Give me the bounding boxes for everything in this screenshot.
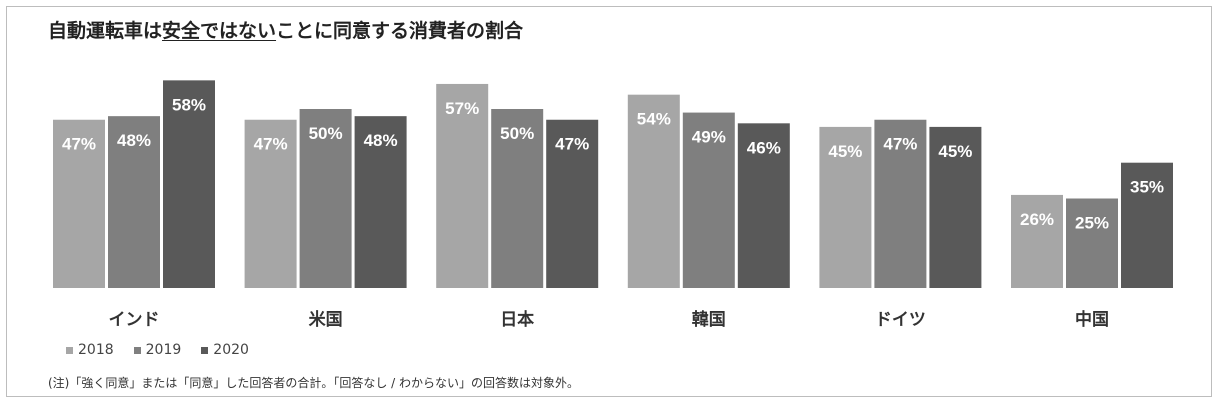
data-label-0-2020: 58% <box>172 95 206 114</box>
bar-5-2018 <box>1011 194 1063 288</box>
data-label-5-2018: 26% <box>1020 210 1054 229</box>
data-label-3-2019: 49% <box>692 128 726 147</box>
data-label-5-2019: 25% <box>1075 214 1109 233</box>
legend-swatch-2019 <box>133 346 141 354</box>
title-part-3: ことに同意する消費者の割合 <box>276 20 524 42</box>
legend-swatch-2018 <box>66 346 73 354</box>
category-label-1: 米国 <box>309 309 343 330</box>
data-label-2-2019: 50% <box>500 124 534 143</box>
data-label-0-2018: 47% <box>62 135 96 154</box>
data-label-4-2020: 45% <box>938 142 972 161</box>
legend-item-2019: 2019 <box>133 342 182 358</box>
bar-chart: 47% 48% 58% インド 47% 50% 48% 米国 57% 50% 47% 日本 54% 49%… <box>53 80 1173 330</box>
category-label-0: インド <box>109 310 160 330</box>
bar-1-2018 <box>244 119 297 289</box>
data-label-1-2018: 47% <box>254 135 288 154</box>
bar-0-2019 <box>108 116 160 288</box>
data-label-1-2019: 50% <box>309 124 343 143</box>
bar-2-2018 <box>436 83 489 288</box>
data-label-3-2020: 46% <box>747 138 781 157</box>
bar-4-2019 <box>874 119 927 289</box>
bar-5-2020 <box>1121 162 1173 288</box>
data-label-4-2019: 47% <box>883 135 917 154</box>
data-label-5-2020: 35% <box>1130 178 1164 197</box>
title-part-underlined: 安全ではない <box>162 20 277 42</box>
legend-label-2020: 2020 <box>213 342 249 358</box>
bar-3-2019 <box>682 112 735 288</box>
bar-0-2018 <box>53 119 105 289</box>
footnote: (注)「強く同意」または「同意」した回答者の合計。「回答なし / わからない」の… <box>48 376 580 390</box>
data-label-2-2020: 47% <box>555 135 589 154</box>
bar-5-2019 <box>1066 198 1118 288</box>
category-label-4: ドイツ <box>875 310 926 330</box>
bar-0-2020 <box>163 80 215 288</box>
category-label-2: 日本 <box>500 309 534 330</box>
category-label-3: 韓国 <box>692 309 726 330</box>
legend: 2018 2019 2020 <box>66 342 249 358</box>
legend-label-2018: 2018 <box>78 342 114 358</box>
bar-4-2018 <box>819 126 872 289</box>
title-part-1: 自動運転車は <box>48 20 163 42</box>
bar-3-2020 <box>737 123 790 288</box>
data-label-2-2018: 57% <box>445 99 479 118</box>
data-label-4-2018: 45% <box>828 142 862 161</box>
bar-3-2018 <box>627 94 680 289</box>
bar-2-2019 <box>491 109 544 288</box>
bar-4-2020 <box>929 126 982 289</box>
bar-2-2020 <box>546 119 599 289</box>
data-label-0-2019: 48% <box>117 131 151 150</box>
bar-1-2019 <box>299 109 352 288</box>
legend-item-2020: 2020 <box>201 342 249 358</box>
data-label-1-2020: 48% <box>364 131 398 150</box>
data-label-3-2018: 54% <box>637 110 671 129</box>
legend-item-2018: 2018 <box>66 342 114 358</box>
legend-swatch-2020 <box>201 346 209 354</box>
category-label-5: 中国 <box>1075 309 1109 330</box>
chart-title: 自動運転車は安全ではないことに同意する消費者の割合 <box>48 16 523 43</box>
legend-label-2019: 2019 <box>145 342 182 358</box>
bar-1-2020 <box>354 116 407 288</box>
